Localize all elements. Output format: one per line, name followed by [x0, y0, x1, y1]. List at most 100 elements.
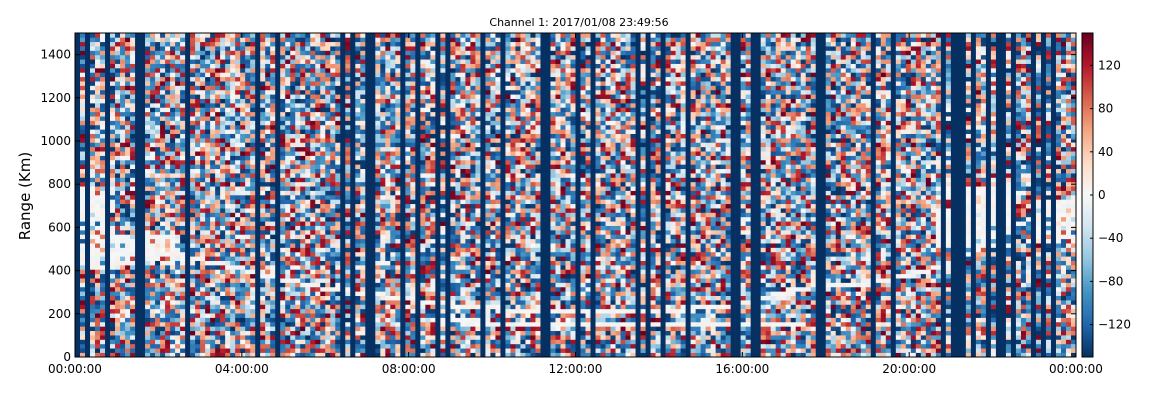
heatmap-cell [430, 286, 436, 292]
heatmap-cell [210, 181, 216, 187]
heatmap-cell [200, 247, 206, 253]
heatmap-cell [450, 300, 456, 305]
heatmap-cell [200, 251, 206, 257]
heatmap-cell [220, 295, 226, 301]
heatmap-cell [455, 265, 461, 270]
heatmap-cell [180, 230, 186, 235]
heatmap-cell [355, 186, 361, 191]
heatmap-cell [175, 63, 181, 69]
heatmap-cell [315, 120, 321, 126]
heatmap-cell [195, 203, 201, 209]
heatmap-cell [325, 251, 331, 257]
heatmap-cell [90, 282, 96, 288]
heatmap-cell [95, 133, 101, 139]
heatmap-cell [190, 72, 196, 78]
heatmap-cell [495, 352, 501, 358]
heatmap-cell [420, 173, 426, 178]
heatmap-cell [460, 46, 466, 51]
heatmap-cell [280, 234, 286, 240]
heatmap-cell [320, 300, 326, 305]
heatmap-cell [335, 72, 341, 78]
heatmap-cell [330, 46, 336, 51]
heatmap-cell [250, 133, 256, 139]
heatmap-cell [260, 190, 266, 196]
heatmap-cell [305, 234, 311, 240]
heatmap-cell [395, 300, 401, 305]
heatmap-cell [160, 343, 166, 349]
heatmap-cell [345, 155, 351, 161]
heatmap-cell [160, 155, 166, 161]
heatmap-cell [345, 120, 351, 126]
heatmap-cell [240, 89, 246, 95]
heatmap-cell [230, 81, 236, 86]
heatmap-cell [155, 308, 161, 314]
heatmap-cell [430, 203, 436, 209]
heatmap-cell [95, 177, 101, 183]
heatmap-column [140, 33, 146, 357]
heatmap-cell [165, 190, 171, 196]
heatmap-cell [295, 278, 301, 283]
heatmap-cell [305, 256, 311, 261]
heatmap-cell [485, 221, 491, 226]
heatmap-cell [190, 85, 196, 91]
heatmap-cell [235, 164, 241, 170]
heatmap-cell [240, 335, 246, 340]
heatmap-cell [375, 37, 381, 43]
heatmap-cell [200, 33, 206, 38]
heatmap-cell [210, 116, 216, 121]
heatmap-cell [80, 159, 86, 165]
heatmap-cell [175, 85, 181, 91]
heatmap-cell [470, 352, 476, 358]
heatmap-cell [110, 234, 116, 240]
heatmap-cell [250, 208, 256, 213]
heatmap-cell [295, 186, 301, 191]
heatmap-cell [150, 94, 156, 99]
heatmap-cell [450, 138, 456, 143]
heatmap-cell [280, 168, 286, 174]
heatmap-cell [380, 177, 386, 183]
heatmap-cell [170, 300, 176, 305]
heatmap-cell [155, 190, 161, 196]
heatmap-cell [245, 286, 251, 292]
heatmap-cell [465, 339, 471, 345]
heatmap-cell [295, 352, 301, 358]
heatmap-cell [125, 168, 131, 174]
heatmap-cell [430, 103, 436, 108]
heatmap-cell [385, 212, 391, 218]
heatmap-cell [120, 221, 126, 226]
heatmap-cell [215, 352, 221, 358]
heatmap-cell [215, 89, 221, 95]
heatmap-cell [155, 164, 161, 170]
heatmap-cell [475, 68, 481, 73]
heatmap-cell [325, 260, 331, 266]
heatmap-cell [485, 308, 491, 314]
heatmap-cell [345, 63, 351, 69]
heatmap-cell [100, 348, 106, 353]
heatmap-cell [170, 286, 176, 292]
heatmap-cell [230, 59, 236, 64]
heatmap-cell [190, 76, 196, 82]
heatmap-cell [95, 230, 101, 235]
heatmap-cell [280, 151, 286, 156]
heatmap-cell [265, 300, 271, 305]
heatmap-cell [80, 81, 86, 86]
heatmap-cell [300, 59, 306, 64]
heatmap-cell [300, 335, 306, 340]
heatmap-cell [460, 343, 466, 349]
heatmap-cell [250, 278, 256, 283]
heatmap-cell [155, 265, 161, 270]
heatmap-cell [80, 186, 86, 191]
heatmap-cell [355, 41, 361, 47]
heatmap-cell [180, 291, 186, 296]
heatmap-cell [305, 304, 311, 310]
heatmap-cell [440, 46, 446, 51]
heatmap-cell [280, 278, 286, 283]
heatmap-cell [425, 282, 431, 288]
heatmap-cell [485, 352, 491, 358]
heatmap-cell [335, 230, 341, 235]
heatmap-cell [295, 37, 301, 43]
heatmap-cell [215, 63, 221, 69]
heatmap-cell [440, 151, 446, 156]
heatmap-cell [470, 238, 476, 244]
heatmap-cell [290, 129, 296, 134]
